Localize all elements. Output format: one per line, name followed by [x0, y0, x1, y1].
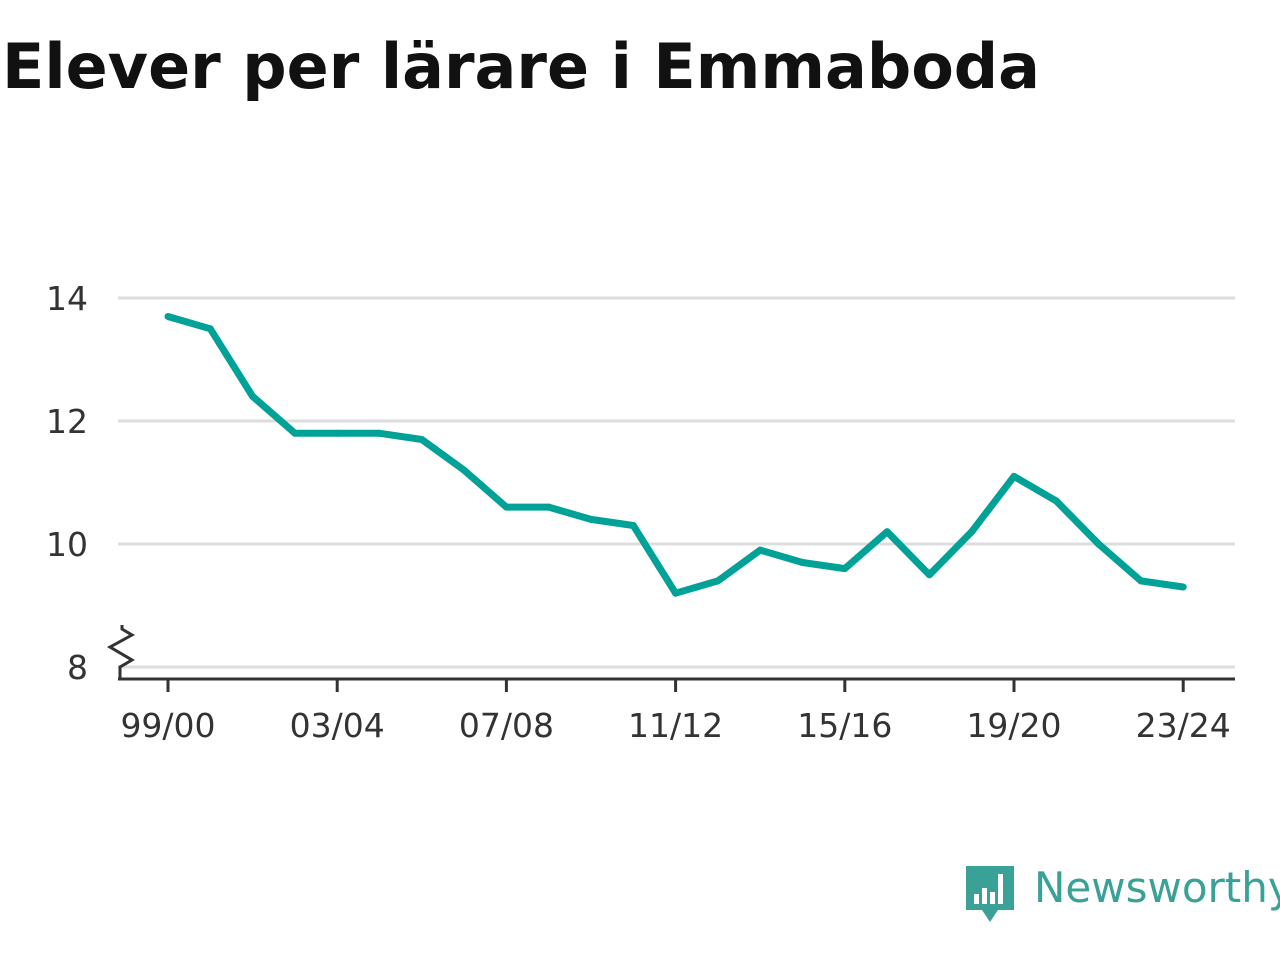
y-axis-break-marker: [106, 625, 136, 679]
x-tick-label: 23/24: [1136, 706, 1231, 745]
data-point: [587, 515, 595, 523]
chart-title: Elever per lärare i Emmaboda: [2, 30, 1041, 103]
data-point: [672, 589, 680, 597]
data-point: [841, 565, 849, 573]
data-point: [1095, 540, 1103, 548]
data-point: [925, 571, 933, 579]
data-point: [883, 528, 891, 536]
data-point: [418, 435, 426, 443]
newsworthy-logo: Newsworthy: [964, 864, 1280, 928]
x-tick-label: 07/08: [459, 706, 554, 745]
x-tick-label: 19/20: [966, 706, 1061, 745]
data-point: [1179, 583, 1187, 591]
gridlines: [118, 296, 1235, 669]
data-point: [756, 546, 764, 554]
series-line: [167, 313, 1184, 597]
x-tick-label: 11/12: [628, 706, 723, 745]
data-point: [291, 429, 299, 437]
x-tick-label: 15/16: [797, 706, 892, 745]
axes: [106, 625, 1235, 692]
data-point: [545, 503, 553, 511]
series: [164, 312, 1187, 597]
y-tick-label: 10: [46, 525, 88, 564]
x-tick-label: 03/04: [290, 706, 385, 745]
data-point: [714, 577, 722, 585]
data-point: [460, 466, 468, 474]
data-point: [376, 429, 383, 437]
y-tick-label: 14: [46, 279, 88, 318]
tick-labels: 8 10 12 14 99/00 03/04 07/08 11/12 15/16 19/20 23/…: [46, 279, 1231, 745]
x-tick-label: 99/00: [120, 706, 215, 745]
data-point: [1137, 577, 1145, 585]
data-point: [249, 392, 257, 400]
y-tick-label: 8: [67, 648, 88, 687]
data-point: [333, 429, 341, 437]
data-point: [164, 312, 172, 320]
bar-chart-speech-bubble-icon: [966, 866, 1014, 922]
data-point: [1052, 497, 1060, 505]
data-point: [629, 522, 637, 530]
data-point: [1010, 472, 1018, 480]
data-point: [968, 528, 976, 536]
y-tick-label: 12: [46, 402, 88, 441]
brand-name: Newsworthy: [1034, 863, 1280, 912]
data-point: [206, 325, 214, 333]
data-point: [502, 503, 510, 511]
data-point: [799, 558, 806, 566]
